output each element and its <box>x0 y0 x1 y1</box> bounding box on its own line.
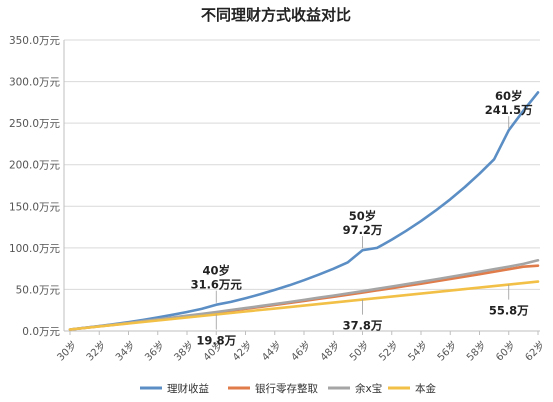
annotation-label: 55.8万 <box>489 304 529 318</box>
grid-lines <box>64 39 540 290</box>
annotation-label: 40岁 <box>202 264 230 278</box>
x-tick-label: 60岁 <box>493 338 518 363</box>
x-tick-label: 46岁 <box>288 338 313 363</box>
axes: 0.0万元 50.0万元 100.0万元 150.0万元 200.0万元 250.0万元 3… <box>9 35 547 363</box>
x-tick-label: 62岁 <box>522 338 547 363</box>
series-line <box>68 91 540 331</box>
x-tick-label: 56岁 <box>434 338 459 363</box>
y-tick-label: 250.0万元 <box>9 118 61 130</box>
y-tick-label: 200.0万元 <box>9 160 61 172</box>
y-tick-label: 100.0万元 <box>9 243 61 255</box>
y-tick-label: 300.0万元 <box>9 77 61 89</box>
x-tick-label: 48岁 <box>317 338 342 363</box>
legend: 理财收益 银行零存整取 余x宝 本金 <box>140 382 436 395</box>
x-tick-label: 52岁 <box>376 338 401 363</box>
y-tick-label: 150.0万元 <box>9 201 61 213</box>
x-tick-label: 44岁 <box>259 338 284 363</box>
x-tick-label: 36岁 <box>142 338 167 363</box>
x-tick-label: 30岁 <box>54 338 79 363</box>
y-tick-label: 50.0万元 <box>16 284 61 296</box>
legend-label: 银行零存整取 <box>255 382 318 395</box>
x-tick-label: 38岁 <box>171 338 196 363</box>
annotation-label: 31.6万元 <box>191 278 243 292</box>
annotation-label: 241.5万 <box>485 103 533 117</box>
x-tick-label: 54岁 <box>405 338 430 363</box>
y-tick-label: 350.0万元 <box>9 35 61 47</box>
x-tick-label: 50岁 <box>347 338 372 363</box>
annotation-label: 60岁 <box>495 89 523 103</box>
chart-title: 不同理财方式收益对比 <box>201 6 351 24</box>
legend-label: 理财收益 <box>167 382 209 395</box>
x-tick-label: 32岁 <box>83 338 108 363</box>
x-tick-label: 34岁 <box>113 338 138 363</box>
annotation-label: 50岁 <box>349 209 377 223</box>
annotation-label: 97.2万 <box>343 223 383 237</box>
legend-label: 本金 <box>415 382 436 395</box>
annotation-label: 19.8万 <box>196 334 236 348</box>
x-tick-label: 58岁 <box>464 338 489 363</box>
series-line <box>68 280 540 331</box>
series-lines <box>68 91 540 331</box>
legend-label: 余x宝 <box>355 382 382 395</box>
y-tick-label: 0.0万元 <box>22 326 60 338</box>
annotation-label: 37.8万 <box>343 319 383 333</box>
